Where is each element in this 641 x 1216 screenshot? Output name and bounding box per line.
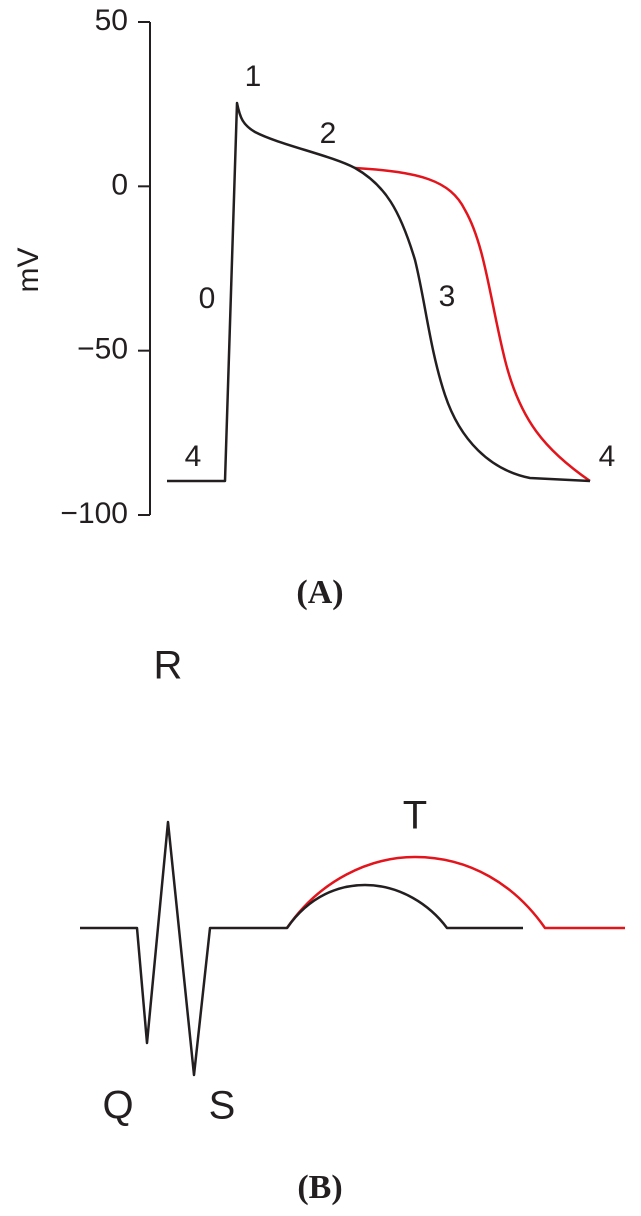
y-tick-label: −50 <box>77 333 128 366</box>
wave-label: Q <box>102 1084 133 1128</box>
wave-label: T <box>403 794 427 838</box>
prolonged-action-potential <box>354 166 591 483</box>
phase-label: 4 <box>185 440 202 473</box>
y-tick-label: −100 <box>60 497 128 530</box>
prolonged-t-wave <box>285 855 625 930</box>
phase-label: 1 <box>245 60 262 93</box>
y-ticks: 50 0 −50 −100 <box>60 4 150 530</box>
caption: (B) <box>297 1169 342 1206</box>
phase-label: 0 <box>199 282 216 315</box>
wave-label: S <box>209 1084 236 1128</box>
ecg-trace <box>80 820 523 1077</box>
y-axis-label: mV <box>12 248 45 293</box>
action-potential <box>167 101 591 483</box>
phase-label: 3 <box>439 280 456 313</box>
phase-label: 2 <box>320 117 337 150</box>
y-tick-label: 0 <box>111 168 128 201</box>
phase-label: 4 <box>599 440 616 473</box>
y-tick-label: 50 <box>95 4 128 37</box>
caption: (A) <box>296 574 343 611</box>
wave-label: R <box>154 644 183 688</box>
